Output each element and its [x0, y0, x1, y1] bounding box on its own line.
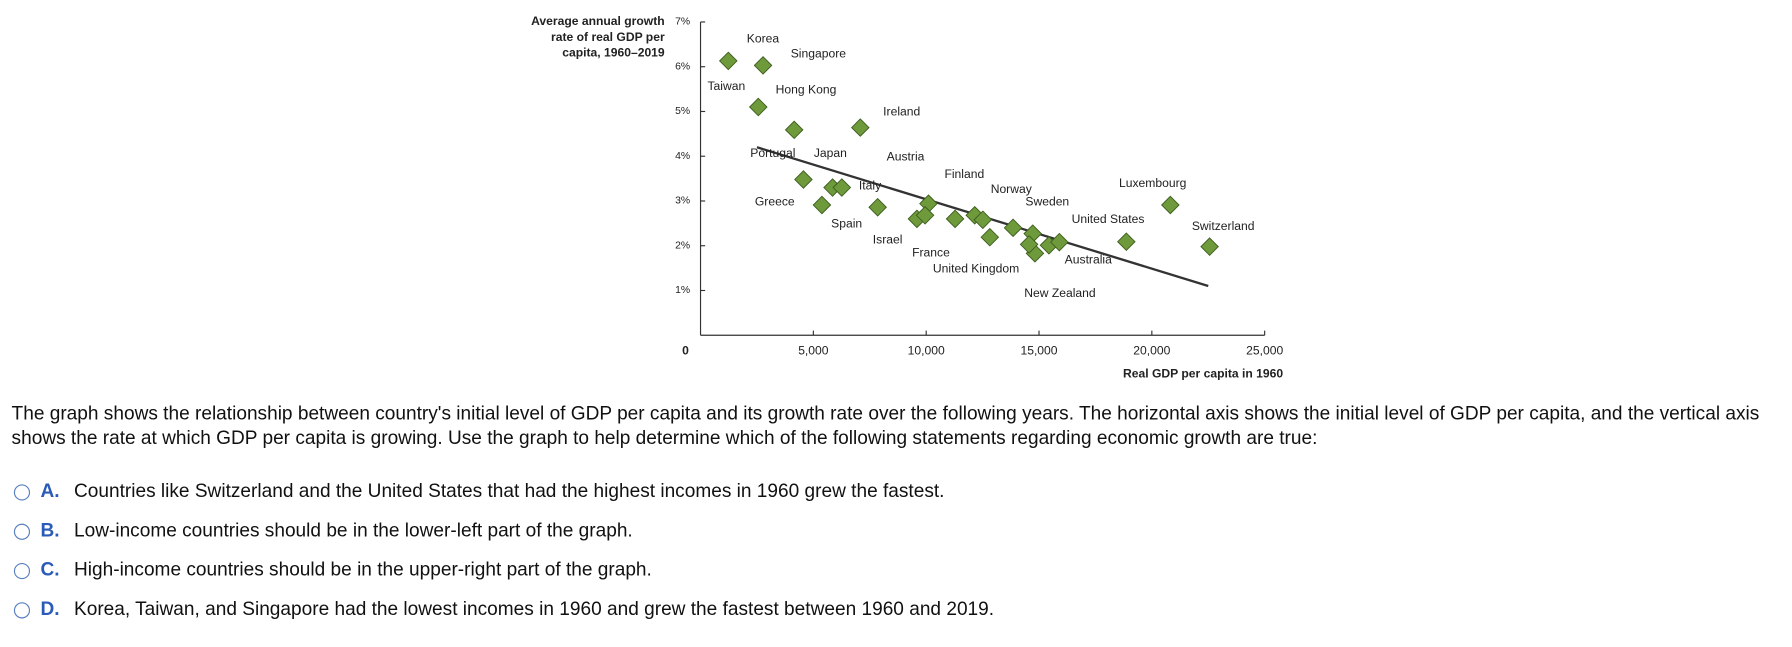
point-label: Norway [991, 182, 1033, 196]
point-label: Greece [755, 195, 795, 209]
y-tick-label: 5% [675, 106, 690, 117]
option-letter: D. [40, 598, 60, 620]
option-letter: C. [40, 559, 60, 581]
y-tick-label: 3% [675, 196, 690, 207]
option[interactable]: C. High-income countries should be in the… [13, 559, 652, 582]
point-label: Ireland [883, 104, 920, 118]
point-label: Taiwan [707, 79, 745, 93]
x-tick-label: 25,000 [1246, 344, 1283, 358]
option[interactable]: A. Countries like Switzerland and the Uni… [13, 480, 945, 503]
y-tick-label: 2% [675, 240, 690, 251]
point-label: New Zealand [1024, 286, 1095, 300]
option-text: Countries like Switzerland and the Unite… [73, 480, 945, 502]
x-axis-title: Real GDP per capita in 1960 [1123, 367, 1283, 381]
y-tick-label: 6% [675, 61, 690, 72]
point-label: Sweden [1025, 195, 1069, 209]
option-text: Low-income countries should be in the lo… [73, 520, 633, 542]
y-tick-label: 7% [675, 17, 690, 28]
data-point [1049, 232, 1069, 252]
data-point [1200, 237, 1219, 256]
y-axis-title: rate of real GDP per [551, 30, 665, 44]
data-point [915, 205, 935, 225]
data-point [832, 178, 852, 197]
data-point [812, 195, 832, 215]
point-label: Austria [887, 149, 925, 163]
option[interactable]: D. Korea, Taiwan, and Singapore had the l… [13, 598, 995, 621]
point-label: Hong Kong [776, 82, 837, 96]
point-label: France [912, 245, 950, 259]
point-label: Israel [873, 233, 903, 247]
y-tick-label: 0 [682, 344, 689, 358]
data-point [850, 118, 870, 137]
point-label: Korea [747, 32, 780, 46]
x-tick-label: 15,000 [1020, 344, 1057, 358]
y-tick-label: 4% [675, 151, 690, 162]
point-label: Italy [859, 178, 882, 192]
point-label: Luxembourg [1119, 176, 1186, 190]
y-tick-label: 1% [675, 285, 690, 296]
y-axis-title: capita, 1960–2019 [562, 45, 665, 59]
data-point [1161, 195, 1180, 215]
data-point [784, 120, 804, 140]
data-point [1019, 235, 1039, 254]
radio-button[interactable] [13, 483, 31, 500]
data-point [1003, 218, 1023, 238]
data-point [980, 227, 1000, 247]
data-point [794, 170, 813, 189]
data-point [718, 51, 738, 71]
radio-button[interactable] [13, 562, 31, 579]
point-label: United Kingdom [933, 262, 1019, 276]
option[interactable]: B. Low-income countries should be in the … [13, 520, 633, 542]
x-tick-label: 10,000 [908, 344, 945, 358]
option-text: Korea, Taiwan, and Singapore had the low… [73, 598, 995, 620]
data-point [973, 210, 993, 230]
point-label: Singapore [791, 47, 847, 61]
point-label: Finland [944, 167, 984, 181]
chart: 0 1% 2% 3% 4% 5% 6% 7% 5,000 10,000 15,000 20,000 25… [531, 14, 1283, 381]
option-letter: B. [40, 520, 60, 542]
y-axis-title: Average annual growth [531, 14, 665, 28]
radio-button[interactable] [13, 523, 31, 540]
data-point [1117, 232, 1136, 252]
data-point [945, 209, 965, 229]
data-point [748, 97, 768, 117]
data-point [868, 197, 887, 217]
question-text: The graph shows the relationship between… [11, 403, 1760, 449]
point-label: Portugal [750, 146, 795, 160]
point-label: Australia [1065, 252, 1112, 266]
data-point [753, 56, 773, 75]
point-label: Japan [814, 146, 847, 160]
x-tick-label: 5,000 [798, 344, 829, 358]
point-label: United States [1072, 212, 1145, 226]
data-point [965, 205, 985, 225]
point-label: Switzerland [1192, 219, 1255, 233]
radio-button[interactable] [13, 601, 31, 618]
point-label: Spain [831, 216, 862, 230]
option-letter: A. [40, 480, 60, 502]
option-text: High-income countries should be in the u… [73, 559, 652, 581]
x-tick-label: 20,000 [1133, 344, 1170, 358]
